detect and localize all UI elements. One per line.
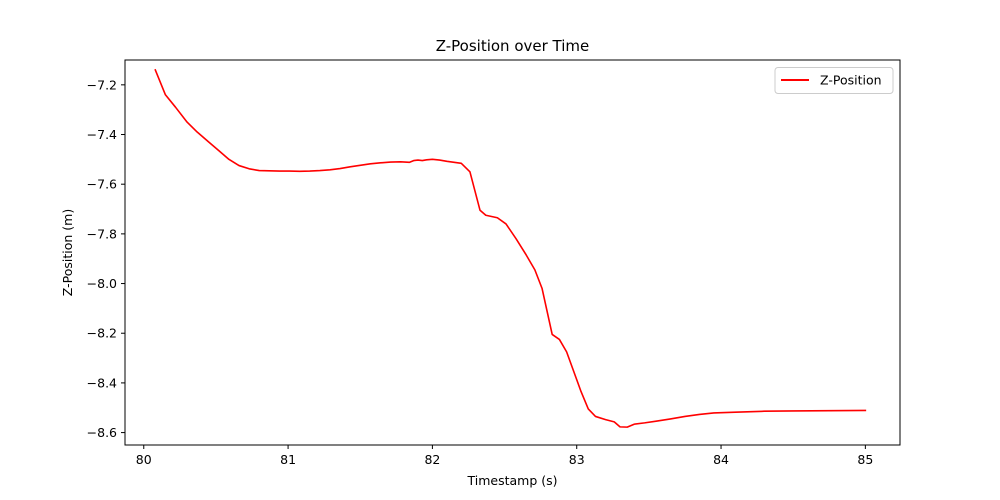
y-tick-label: −8.0 bbox=[87, 276, 117, 291]
legend-label: Z-Position bbox=[820, 73, 882, 88]
series-line-0 bbox=[154, 68, 867, 428]
x-tick-label: 80 bbox=[136, 452, 152, 467]
x-axis: 80 81 82 83 84 85 bbox=[136, 445, 873, 467]
y-tick-label: −7.2 bbox=[87, 77, 117, 92]
y-tick-label: −8.2 bbox=[87, 326, 117, 341]
plot-area bbox=[124, 59, 901, 446]
legend: Z-Position bbox=[774, 67, 894, 94]
x-tick-label: 84 bbox=[713, 452, 729, 467]
x-tick-label: 85 bbox=[857, 452, 873, 467]
x-axis-label: Timestamp (s) bbox=[466, 473, 557, 488]
series-layer bbox=[154, 68, 867, 428]
x-tick-label: 81 bbox=[280, 452, 296, 467]
y-tick-label: −8.6 bbox=[87, 425, 117, 440]
y-axis: −7.2 −7.4 −7.6 −7.8 −8.0 −8.2 −8.4 −8.6 bbox=[87, 77, 125, 440]
y-tick-label: −7.4 bbox=[87, 127, 117, 142]
legend-box bbox=[774, 67, 894, 94]
x-tick-label: 82 bbox=[424, 452, 440, 467]
y-axis-label: Z-Position (m) bbox=[60, 209, 75, 296]
y-tick-label: −7.8 bbox=[87, 226, 117, 241]
y-tick-label: −8.4 bbox=[87, 375, 117, 390]
x-tick-label: 83 bbox=[569, 452, 585, 467]
axes-frame bbox=[124, 59, 901, 446]
chart-title: Z-Position over Time bbox=[436, 37, 590, 55]
y-tick-label: −7.6 bbox=[87, 177, 117, 192]
